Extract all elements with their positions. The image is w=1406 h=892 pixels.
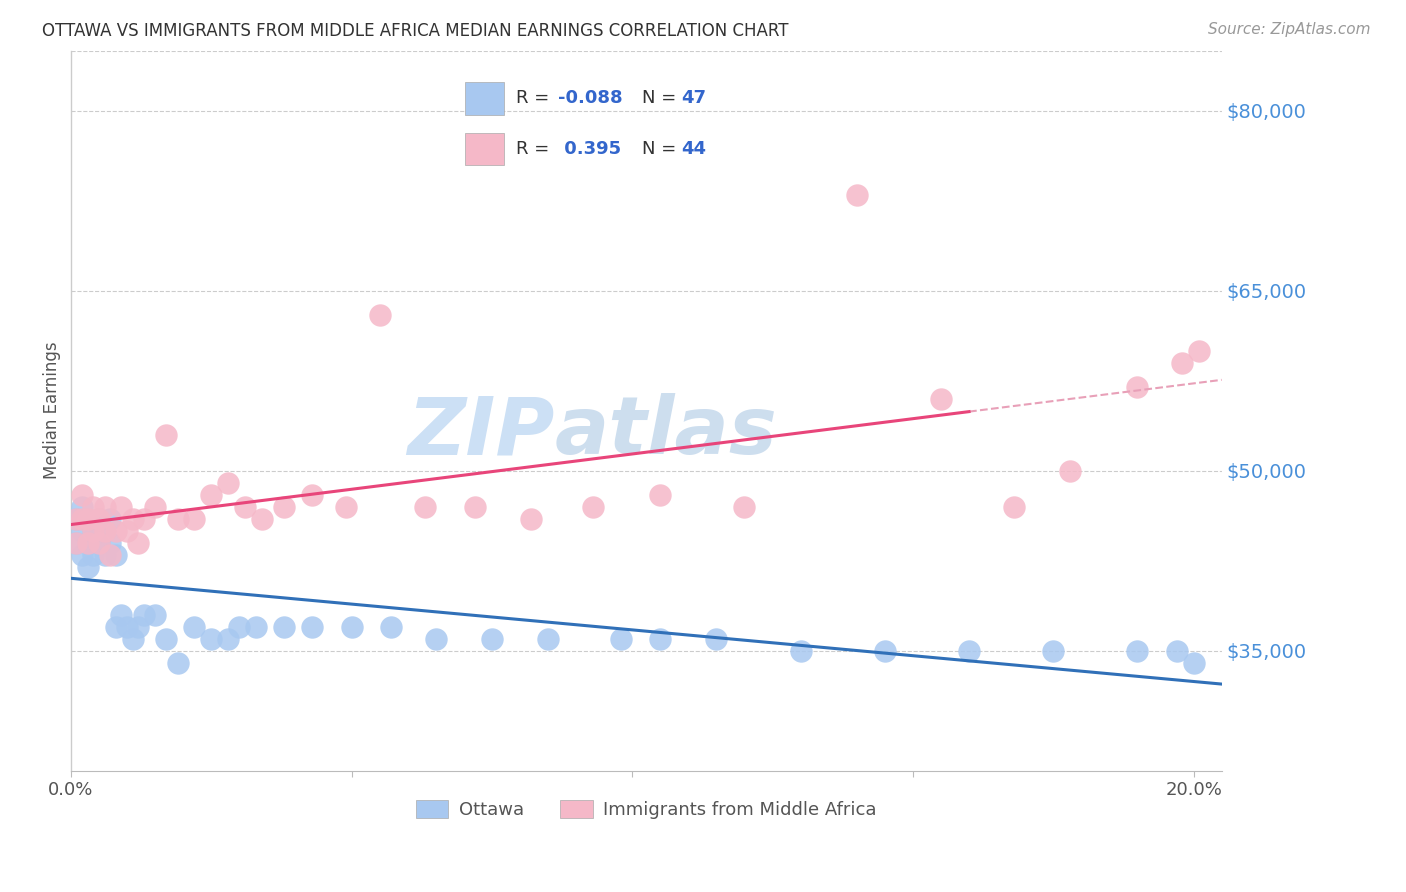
Point [65,511,87,525]
Point [183,511,205,525]
Point [233,500,256,514]
Point [70,488,93,502]
Point [610,632,633,646]
Point [1182,656,1205,670]
Text: OTTAWA VS IMMIGRANTS FROM MIDDLE AFRICA MEDIAN EARNINGS CORRELATION CHART: OTTAWA VS IMMIGRANTS FROM MIDDLE AFRICA … [42,22,789,40]
Point [1166,643,1188,657]
Point [82,500,104,514]
Point [93,524,115,538]
Point [98,548,121,562]
Point [104,548,127,562]
Point [335,500,357,514]
Point [127,620,149,634]
Point [115,524,138,538]
Point [340,620,363,634]
Point [87,535,110,549]
Point [301,620,323,634]
Point [87,511,110,525]
Point [217,475,239,490]
Point [87,535,110,549]
Point [115,620,138,634]
Y-axis label: Median Earnings: Median Earnings [44,342,60,480]
Point [87,511,110,525]
Point [650,632,672,646]
Text: atlas: atlas [554,393,778,471]
Point [1002,500,1025,514]
Point [127,535,149,549]
Point [76,535,98,549]
Point [250,511,273,525]
Point [82,524,104,538]
Point [301,488,323,502]
Point [650,488,672,502]
Point [70,524,93,538]
Point [481,632,503,646]
Point [845,187,868,202]
Point [183,620,205,634]
Point [537,632,560,646]
Point [93,500,115,514]
Point [132,607,155,622]
Point [1059,464,1081,478]
Point [93,524,115,538]
Point [1042,643,1064,657]
Point [76,535,98,549]
Point [228,620,250,634]
Point [380,620,402,634]
Point [155,427,177,442]
Point [70,500,93,514]
Point [789,643,811,657]
Point [155,632,177,646]
Point [143,607,166,622]
Point [273,500,295,514]
Point [93,548,115,562]
Point [104,524,127,538]
Point [121,632,143,646]
Point [98,535,121,549]
Point [1126,380,1149,394]
Point [1188,343,1211,358]
Point [957,643,980,657]
Point [65,535,87,549]
Point [65,535,87,549]
Point [706,632,728,646]
Point [520,511,543,525]
Point [70,511,93,525]
Point [368,308,391,322]
Point [200,488,222,502]
Point [1171,356,1194,370]
Point [166,656,188,670]
Point [166,511,188,525]
Text: ZIP: ZIP [406,393,554,471]
Point [121,511,143,525]
Point [245,620,267,634]
Point [413,500,436,514]
Point [110,607,132,622]
Point [132,511,155,525]
Point [425,632,447,646]
Point [273,620,295,634]
Point [582,500,605,514]
Point [464,500,486,514]
Point [104,620,127,634]
Point [76,559,98,574]
Point [734,500,756,514]
Point [143,500,166,514]
Text: Source: ZipAtlas.com: Source: ZipAtlas.com [1208,22,1371,37]
Point [65,511,87,525]
Legend: Ottawa, Immigrants from Middle Africa: Ottawa, Immigrants from Middle Africa [408,793,884,827]
Point [929,392,952,406]
Point [217,632,239,646]
Point [76,511,98,525]
Point [98,511,121,525]
Point [70,548,93,562]
Point [82,524,104,538]
Point [200,632,222,646]
Point [82,548,104,562]
Point [873,643,896,657]
Point [1126,643,1149,657]
Point [110,500,132,514]
